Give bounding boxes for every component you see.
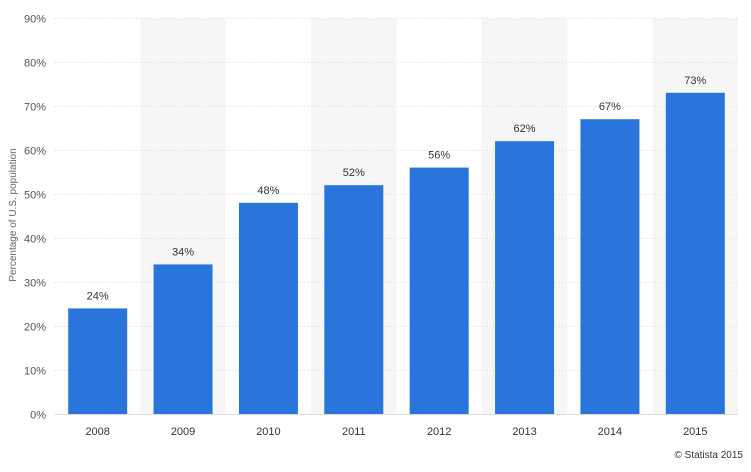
y-tick-label: 10% <box>24 366 46 378</box>
y-tick-label: 40% <box>24 234 46 246</box>
x-tick-label: 2010 <box>256 426 280 438</box>
y-tick-label: 70% <box>24 102 46 114</box>
data-label: 24% <box>87 290 109 302</box>
x-tick-label: 2014 <box>598 426 622 438</box>
y-tick-label: 50% <box>24 190 46 202</box>
bar <box>665 92 725 415</box>
x-tick-label: 2009 <box>171 426 195 438</box>
bar <box>324 185 384 414</box>
y-tick-label: 30% <box>24 278 46 290</box>
source-credit: © Statista 2015 <box>674 450 743 461</box>
bar <box>153 264 213 414</box>
data-label: 62% <box>514 123 536 135</box>
x-tick-label: 2012 <box>427 426 451 438</box>
x-tick-label: 2013 <box>512 426 536 438</box>
data-label: 73% <box>684 75 706 87</box>
bar <box>580 119 640 414</box>
y-axis-tick-labels: 0% 10% 20% 30% 40% 50% 60% 70% 80% 90% <box>24 14 46 422</box>
bar <box>68 308 128 414</box>
data-label: 67% <box>599 101 621 113</box>
y-tick-label: 0% <box>30 410 46 422</box>
y-axis-title: Percentage of U.S. population <box>8 148 19 281</box>
data-label: 52% <box>343 167 365 179</box>
bars <box>68 92 725 415</box>
x-tick-label: 2008 <box>85 426 109 438</box>
y-tick-label: 20% <box>24 322 46 334</box>
bar <box>409 167 469 414</box>
x-axis-tick-labels: 2008 2009 2010 2011 2012 2013 2014 2015 <box>85 426 707 438</box>
bar <box>238 202 298 414</box>
y-tick-label: 60% <box>24 146 46 158</box>
y-tick-label: 90% <box>24 14 46 26</box>
gridlines <box>55 18 738 415</box>
data-label: 34% <box>172 246 194 258</box>
x-tick-label: 2015 <box>683 426 707 438</box>
data-label: 48% <box>257 185 279 197</box>
y-tick-label: 80% <box>24 58 46 70</box>
data-label: 56% <box>428 150 450 162</box>
x-tick-label: 2011 <box>342 426 366 438</box>
bar <box>495 141 555 414</box>
data-labels: 24% 34% 48% 52% 56% 62% 67% 73% <box>87 75 707 303</box>
